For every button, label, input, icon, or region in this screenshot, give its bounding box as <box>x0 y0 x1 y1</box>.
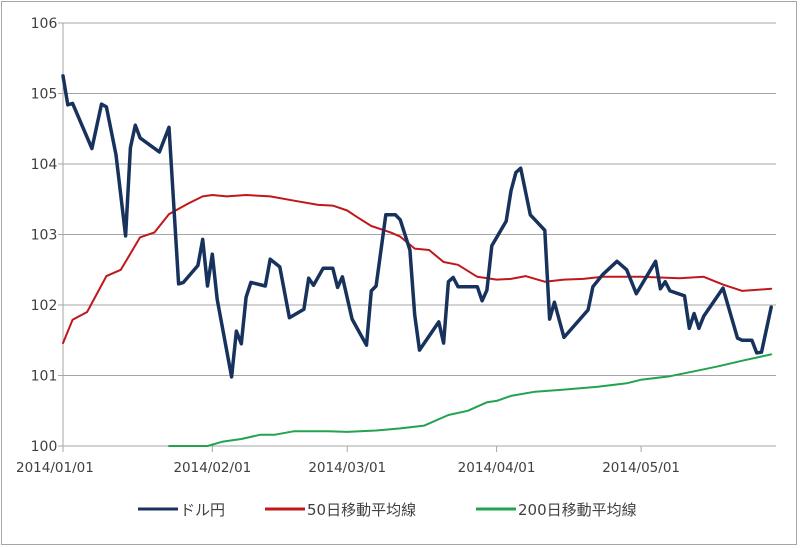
y-axis-labels: 100 101 102 103 104 105 106 <box>31 16 58 455</box>
gridlines <box>58 22 776 452</box>
y-tick-label: 101 <box>31 369 58 385</box>
series-usdjpy-line <box>61 74 773 379</box>
y-tick-label: 100 <box>31 439 58 455</box>
y-tick-label: 103 <box>31 228 58 244</box>
legend-item-ma50[interactable]: 50日移動平均線 <box>265 501 416 519</box>
legend-label-ma200: 200日移動平均線 <box>518 501 637 519</box>
y-tick-label: 105 <box>31 87 58 103</box>
series-ma50-line <box>62 194 773 345</box>
x-tick-label: 2014/05/01 <box>602 460 680 476</box>
x-tick-label: 2014/04/01 <box>458 460 536 476</box>
series-lines <box>61 74 773 447</box>
x-tick-label: 2014/03/01 <box>308 460 386 476</box>
x-tick-label: 2014/02/01 <box>173 460 251 476</box>
legend: ドル円 50日移動平均線 200日移動平均線 <box>138 501 637 519</box>
legend-label-ma50: 50日移動平均線 <box>307 501 416 519</box>
y-tick-label: 104 <box>31 157 58 173</box>
y-tick-label: 106 <box>31 16 58 32</box>
y-tick-label: 102 <box>31 298 58 314</box>
x-tick-label: 2014/01/01 <box>16 460 94 476</box>
legend-label-usdjpy: ドル円 <box>180 501 225 519</box>
x-axis-labels: 2014/01/01 2014/02/01 2014/03/01 2014/04/01… <box>16 460 680 476</box>
legend-item-usdjpy[interactable]: ドル円 <box>138 501 225 519</box>
legend-item-ma200[interactable]: 200日移動平均線 <box>476 501 637 519</box>
series-ma200-line <box>168 353 773 447</box>
